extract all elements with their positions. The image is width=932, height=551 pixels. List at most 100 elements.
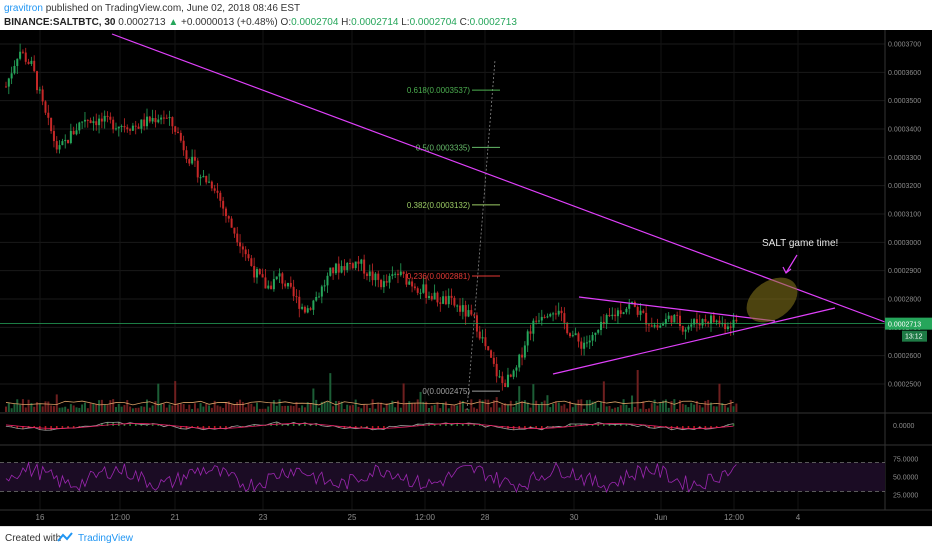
high-label: H: — [341, 17, 351, 28]
candle-body — [713, 316, 715, 323]
candle-body — [98, 119, 100, 125]
candle-body — [279, 273, 281, 276]
volume-bar — [510, 401, 512, 412]
candle-body — [389, 276, 391, 283]
candle-body — [39, 90, 41, 91]
volume-bar — [558, 403, 560, 412]
volume-bar — [552, 404, 554, 412]
candle-body — [428, 296, 430, 298]
candle-body — [668, 316, 670, 319]
candle-body — [50, 118, 52, 131]
candle-body — [710, 316, 712, 324]
volume-bar — [465, 409, 467, 412]
candle-body — [202, 176, 204, 177]
candle-body — [386, 281, 388, 282]
volume-bar — [648, 408, 650, 412]
volume-bar — [645, 409, 647, 412]
volume-bar — [33, 407, 35, 412]
candle-body — [696, 319, 698, 323]
candle-body — [600, 322, 602, 330]
candle-body — [518, 355, 520, 368]
candle-body — [521, 355, 523, 358]
candle-body — [504, 383, 506, 387]
volume-bar — [160, 403, 162, 412]
volume-bar — [81, 404, 83, 412]
candle-body — [355, 262, 357, 269]
candle-body — [22, 52, 24, 53]
volume-bar — [400, 408, 402, 412]
volume-bar — [597, 408, 599, 412]
price-axis[interactable]: 0.00037000.00036000.00035000.00034000.00… — [885, 30, 932, 510]
volume-bar — [177, 404, 179, 412]
candle-body — [42, 90, 44, 102]
volume-bar — [13, 403, 15, 412]
candle-body — [685, 330, 687, 332]
author-link[interactable]: gravitron — [4, 3, 43, 14]
candle-body — [338, 264, 340, 273]
rsi-tick-label: 50.0000 — [893, 475, 918, 482]
volume-bar — [600, 402, 602, 412]
volume-bar — [733, 406, 735, 412]
candle-body — [530, 331, 532, 333]
volume-bar — [107, 405, 109, 412]
candle-body — [572, 335, 574, 336]
volume-bar — [87, 408, 89, 412]
price-chart[interactable]: 0.618(0.0003537)0.5(0.0003335)0.382(0.00… — [0, 30, 932, 526]
candle-body — [730, 326, 732, 327]
candle-body — [479, 332, 481, 339]
volume-bar — [264, 409, 266, 412]
created-with-text: Created with — [5, 533, 61, 544]
volume-bar — [606, 406, 608, 412]
volume-bar — [248, 403, 250, 412]
volume-bar — [115, 407, 117, 412]
volume-bar — [535, 401, 537, 412]
volume-bar — [394, 407, 396, 412]
low-label: L: — [401, 17, 409, 28]
volume-bar — [614, 408, 616, 412]
time-tick-label: 12:00 — [415, 513, 436, 522]
volume-bar — [718, 384, 720, 412]
last-price: 0.0002713 — [118, 17, 165, 28]
candle-body — [132, 126, 134, 131]
candle-body — [157, 120, 159, 123]
fib-level-label: 0.236(0.0002881) — [407, 272, 471, 281]
volume-bar — [276, 406, 278, 412]
symbol-label[interactable]: BINANCE:SALTBTC, 30 — [4, 17, 115, 28]
volume-bar — [112, 399, 114, 412]
volume-bar — [408, 401, 410, 412]
volume-bar — [420, 392, 422, 412]
time-tick-label: Jun — [655, 513, 668, 522]
volume-bar — [343, 409, 345, 412]
volume-bar — [98, 400, 100, 412]
rsi-tick-label: 25.0000 — [893, 493, 918, 500]
candle-body — [569, 333, 571, 336]
candle-body — [451, 296, 453, 298]
volume-bar — [335, 401, 337, 412]
volume-bar — [476, 409, 478, 412]
volume-bar — [369, 408, 371, 412]
tradingview-link[interactable]: TradingView — [78, 533, 133, 544]
candle-body — [228, 216, 230, 218]
candle-body — [343, 266, 345, 270]
candle-body — [301, 307, 303, 309]
volume-bar — [685, 405, 687, 412]
candle-body — [420, 293, 422, 294]
volume-bar — [403, 383, 405, 412]
volume-bar — [152, 405, 154, 412]
volume-bar — [217, 405, 219, 412]
time-tick-label: 21 — [171, 513, 180, 522]
volume-bar — [169, 405, 171, 412]
candle-body — [304, 307, 306, 313]
candle-body — [496, 364, 498, 376]
candle-body — [194, 157, 196, 161]
candle-body — [73, 131, 75, 134]
candle-body — [121, 126, 123, 127]
volume-bar — [104, 405, 106, 412]
volume-bar — [16, 399, 18, 412]
chart-area[interactable]: 0.618(0.0003537)0.5(0.0003335)0.382(0.00… — [0, 30, 932, 526]
candle-body — [637, 307, 639, 315]
volume-bar — [154, 401, 156, 412]
candle-body — [28, 62, 30, 64]
volume-bar — [222, 408, 224, 412]
